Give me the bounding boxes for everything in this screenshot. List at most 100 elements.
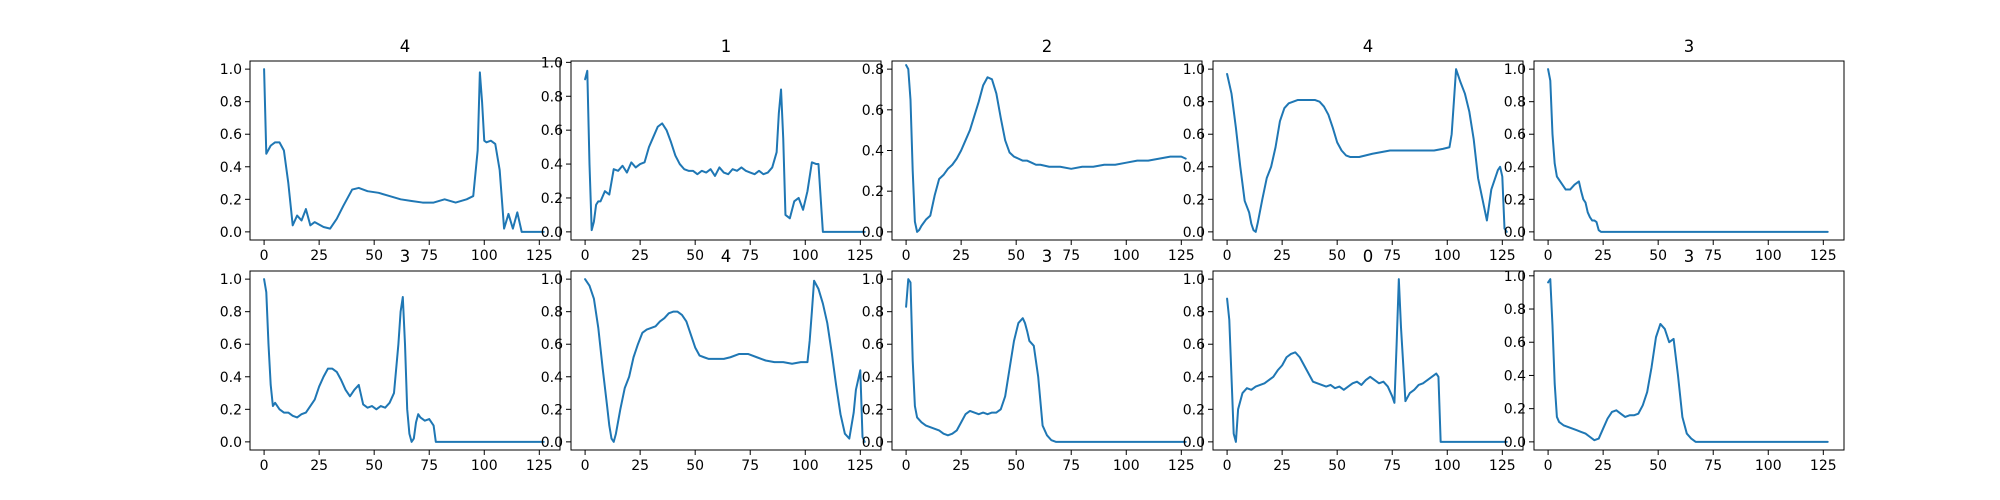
- x-tick-label: 75: [1704, 248, 1722, 264]
- y-tick-label: 0.8: [862, 305, 884, 321]
- y-tick-label: 0.8: [541, 89, 563, 105]
- x-tick-label: 50: [1007, 248, 1025, 264]
- y-tick-label: 0.0: [1504, 225, 1526, 241]
- subplot-title: 1: [721, 37, 732, 56]
- subplot-title: 0: [1363, 247, 1374, 266]
- x-tick-label: 75: [741, 458, 759, 474]
- y-tick-label: 0.0: [1183, 435, 1205, 451]
- axes-frame: [570, 270, 882, 451]
- y-tick-label: 0.2: [1504, 192, 1526, 208]
- series-line: [1226, 68, 1508, 233]
- x-tick-label: 100: [792, 248, 819, 264]
- y-tick-label: 0.8: [1504, 302, 1526, 318]
- x-tick-label: 100: [1113, 458, 1140, 474]
- subplot-title: 3: [1684, 37, 1695, 56]
- y-tick-label: 1.0: [220, 62, 242, 78]
- subplot-7: 4 0 25 50 75 100 125 0.0 0.2 0.4 0.6 0.8 1.0: [541, 247, 882, 474]
- x-tick-label: 100: [1434, 458, 1461, 474]
- y-tick-label: 0.8: [541, 305, 563, 321]
- x-tick-label: 50: [1649, 248, 1667, 264]
- y-tick-label: 0.0: [862, 225, 884, 241]
- y-tick-label: 0.2: [541, 191, 563, 207]
- y-tick-label: 0.8: [220, 95, 242, 111]
- y-tick-label: 0.0: [862, 435, 884, 451]
- x-tick-label: 125: [1489, 458, 1516, 474]
- y-tick-label: 0.2: [541, 402, 563, 418]
- y-tick-label: 1.0: [220, 272, 242, 288]
- x-tick-label: 125: [1168, 248, 1195, 264]
- x-tick-label: 25: [310, 458, 328, 474]
- y-tick-label: 0.0: [220, 435, 242, 451]
- x-tick-label: 0: [1544, 248, 1553, 264]
- x-tick-label: 0: [260, 248, 269, 264]
- y-tick-label: 0.6: [1504, 335, 1526, 351]
- x-tick-label: 50: [1328, 458, 1346, 474]
- y-tick-label: 0.2: [1183, 402, 1205, 418]
- axes-frame: [570, 60, 882, 241]
- x-tick-label: 50: [365, 248, 383, 264]
- y-tick-label: 0.8: [1183, 95, 1205, 111]
- y-tick-label: 0.6: [862, 103, 884, 119]
- x-tick-label: 125: [847, 458, 874, 474]
- x-tick-label: 25: [1594, 458, 1612, 474]
- series-line: [584, 69, 866, 233]
- y-tick-label: 0.0: [220, 225, 242, 241]
- y-tick-label: 0.4: [220, 160, 242, 176]
- x-tick-label: 125: [526, 458, 553, 474]
- subplot-title: 3: [1684, 247, 1695, 266]
- x-tick-label: 0: [1544, 458, 1553, 474]
- x-tick-label: 75: [741, 248, 759, 264]
- y-tick-label: 0.2: [220, 402, 242, 418]
- x-tick-label: 0: [902, 248, 911, 264]
- subplot-title: 3: [1042, 247, 1053, 266]
- x-tick-label: 25: [952, 458, 970, 474]
- y-tick-label: 0.4: [220, 370, 242, 386]
- y-tick-label: 0.4: [1504, 368, 1526, 384]
- y-tick-label: 0.0: [541, 435, 563, 451]
- y-tick-label: 0.2: [862, 184, 884, 200]
- subplot-8: 3 0 25 50 75 100 125 0.0 0.2 0.4 0.6 0.8 1.0: [862, 247, 1203, 474]
- x-tick-label: 75: [420, 458, 438, 474]
- y-tick-label: 0.4: [862, 144, 884, 160]
- subplot-10: 3 0 25 50 75 100 125 0.0 0.2 0.4 0.6 0.8 1.0: [1504, 247, 1845, 474]
- series-line: [263, 278, 545, 443]
- y-tick-label: 1.0: [1183, 62, 1205, 78]
- y-tick-label: 0.6: [1183, 337, 1205, 353]
- y-tick-label: 0.6: [220, 337, 242, 353]
- series-line: [263, 68, 545, 233]
- axes-frame: [249, 270, 561, 451]
- subplot-title: 4: [400, 37, 411, 56]
- x-tick-label: 75: [1062, 248, 1080, 264]
- y-tick-label: 1.0: [862, 272, 884, 288]
- x-tick-label: 75: [420, 248, 438, 264]
- subplot-title: 3: [400, 247, 411, 266]
- x-tick-label: 125: [1168, 458, 1195, 474]
- subplot-title: 4: [1363, 37, 1374, 56]
- x-tick-label: 25: [1594, 248, 1612, 264]
- y-tick-label: 0.6: [541, 123, 563, 139]
- x-tick-label: 50: [686, 248, 704, 264]
- y-tick-label: 1.0: [1504, 269, 1526, 285]
- x-tick-label: 50: [1328, 248, 1346, 264]
- subplot-2: 1 0 25 50 75 100 125 0.0 0.2 0.4 0.6 0.8 1.0: [541, 37, 882, 264]
- series-line: [1547, 278, 1829, 443]
- x-tick-label: 0: [581, 458, 590, 474]
- subplot-1: 4 0 25 50 75 100 125 0.0 0.2 0.4 0.6 0.8 1.0: [220, 37, 561, 264]
- x-tick-label: 125: [526, 248, 553, 264]
- subplot-5: 3 0 25 50 75 100 125 0.0 0.2 0.4 0.6 0.8 1.0: [1504, 37, 1845, 264]
- y-tick-label: 0.0: [1504, 435, 1526, 451]
- x-tick-label: 100: [1755, 458, 1782, 474]
- axes-frame: [1212, 270, 1524, 451]
- series-line: [1226, 278, 1508, 443]
- x-tick-label: 100: [1755, 248, 1782, 264]
- x-tick-label: 100: [1113, 248, 1140, 264]
- subplot-4: 4 0 25 50 75 100 125 0.0 0.2 0.4 0.6 0.8 1.0: [1183, 37, 1524, 264]
- y-tick-label: 0.0: [1183, 225, 1205, 241]
- subplot-title: 2: [1042, 37, 1053, 56]
- x-tick-label: 100: [471, 248, 498, 264]
- y-tick-label: 0.0: [541, 225, 563, 241]
- x-tick-label: 125: [1489, 248, 1516, 264]
- x-tick-label: 0: [581, 248, 590, 264]
- x-tick-label: 100: [471, 458, 498, 474]
